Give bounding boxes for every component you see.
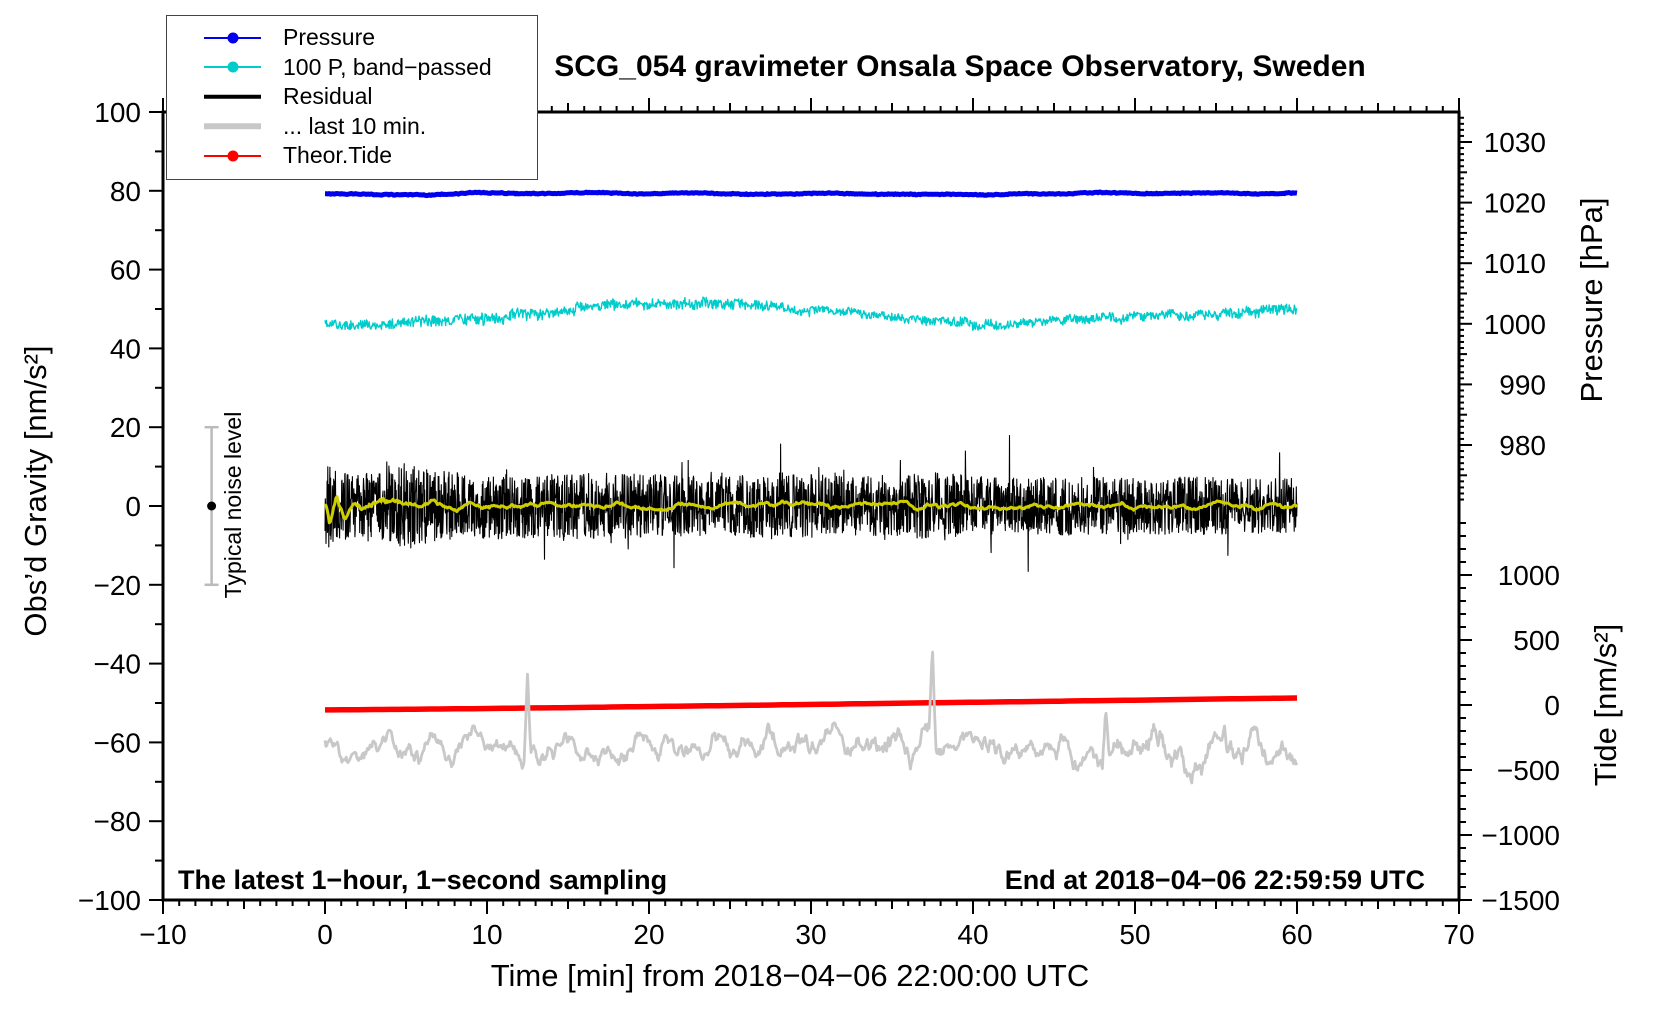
svg-text:−1500: −1500	[1481, 885, 1560, 916]
svg-text:40: 40	[957, 919, 988, 950]
svg-text:−60: −60	[94, 727, 142, 758]
sampling-annotation: The latest 1−hour, 1−second sampling	[178, 865, 668, 895]
legend-sample-bandpassed	[204, 53, 261, 83]
svg-text:−100: −100	[78, 885, 141, 916]
legend-label: Pressure	[283, 24, 376, 51]
svg-text:70: 70	[1443, 919, 1474, 950]
legend-label: ... last 10 min.	[283, 112, 427, 139]
legend-sample-residual	[204, 82, 261, 112]
svg-text:10: 10	[471, 919, 502, 950]
legend-row-residual: Residual	[167, 82, 537, 112]
svg-text:1030: 1030	[1484, 127, 1546, 158]
svg-text:60: 60	[110, 255, 141, 286]
svg-text:1010: 1010	[1484, 248, 1546, 279]
legend-label: Residual	[283, 83, 373, 110]
legend-dot-icon	[227, 61, 238, 73]
legend-row-last10min: ... last 10 min.	[167, 112, 537, 142]
legend-label: 100 P, band−passed	[283, 53, 492, 80]
svg-text:0: 0	[125, 491, 141, 522]
svg-text:0: 0	[1544, 690, 1560, 721]
legend-line-icon	[204, 94, 261, 99]
end-time-annotation: End at 2018−04−06 22:59:59 UTC	[1004, 865, 1425, 895]
svg-text:20: 20	[110, 412, 141, 443]
legend: Pressure 100 P, band−passed Residual ...…	[166, 15, 538, 180]
chart-title: SCG_054 gravimeter Onsala Space Observat…	[554, 50, 1366, 83]
legend-sample-pressure	[204, 23, 261, 53]
svg-text:1000: 1000	[1484, 309, 1546, 340]
svg-text:0: 0	[317, 919, 333, 950]
svg-text:990: 990	[1499, 369, 1546, 400]
legend-dot-icon	[227, 150, 238, 162]
x-axis-label: Time [min] from 2018−04−06 22:00:00 UTC	[490, 958, 1090, 993]
svg-text:980: 980	[1499, 430, 1546, 461]
noise-level-label: Typical noise level	[220, 411, 246, 599]
svg-text:60: 60	[1281, 919, 1312, 950]
svg-text:20: 20	[633, 919, 664, 950]
svg-text:−500: −500	[1497, 755, 1560, 786]
legend-row-theortide: Theor.Tide	[167, 141, 537, 171]
svg-text:100: 100	[94, 97, 141, 128]
svg-text:−40: −40	[94, 649, 142, 680]
svg-text:−80: −80	[94, 806, 142, 837]
svg-text:40: 40	[110, 333, 141, 364]
y-axis-label-tide: Tide [nm/s²]	[1588, 623, 1623, 787]
svg-text:−20: −20	[94, 570, 142, 601]
svg-text:500: 500	[1513, 625, 1560, 656]
legend-sample-theortide	[204, 141, 261, 171]
legend-row-pressure: Pressure	[167, 23, 537, 53]
svg-text:−1000: −1000	[1481, 820, 1560, 851]
svg-text:−10: −10	[139, 919, 187, 950]
legend-sample-last10min	[204, 112, 261, 142]
legend-line-icon	[204, 123, 261, 129]
svg-text:80: 80	[110, 176, 141, 207]
legend-row-bandpassed: 100 P, band−passed	[167, 53, 537, 83]
svg-text:30: 30	[795, 919, 826, 950]
legend-label: Theor.Tide	[283, 142, 393, 169]
svg-text:50: 50	[1119, 919, 1150, 950]
legend-dot-icon	[227, 32, 238, 44]
y-axis-label-gravity: Obs’d Gravity [nm/s²]	[18, 345, 53, 637]
svg-text:1020: 1020	[1484, 188, 1546, 219]
svg-text:1000: 1000	[1498, 560, 1560, 591]
